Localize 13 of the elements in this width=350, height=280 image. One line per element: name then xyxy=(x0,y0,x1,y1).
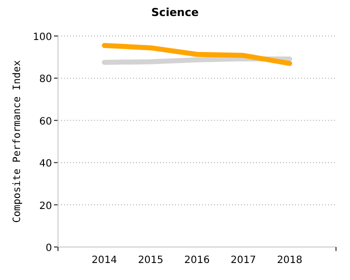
y-axis-title: Composite Performance Index xyxy=(12,60,23,223)
chart-title: Science xyxy=(151,6,199,19)
y-tick-label: 20 xyxy=(39,200,52,212)
x-tick-label: 2015 xyxy=(138,255,164,266)
y-tick-label: 40 xyxy=(39,158,52,170)
x-tick-label: 2014 xyxy=(92,255,118,266)
y-tick-label: 100 xyxy=(32,32,52,43)
y-tick-label: 60 xyxy=(39,116,52,128)
x-tick-label: 2018 xyxy=(276,255,302,266)
y-tick-label: 0 xyxy=(46,243,52,254)
x-tick-label: 2016 xyxy=(184,255,210,266)
x-tick-label: 2017 xyxy=(230,255,256,266)
y-tick-label: 80 xyxy=(39,74,52,86)
